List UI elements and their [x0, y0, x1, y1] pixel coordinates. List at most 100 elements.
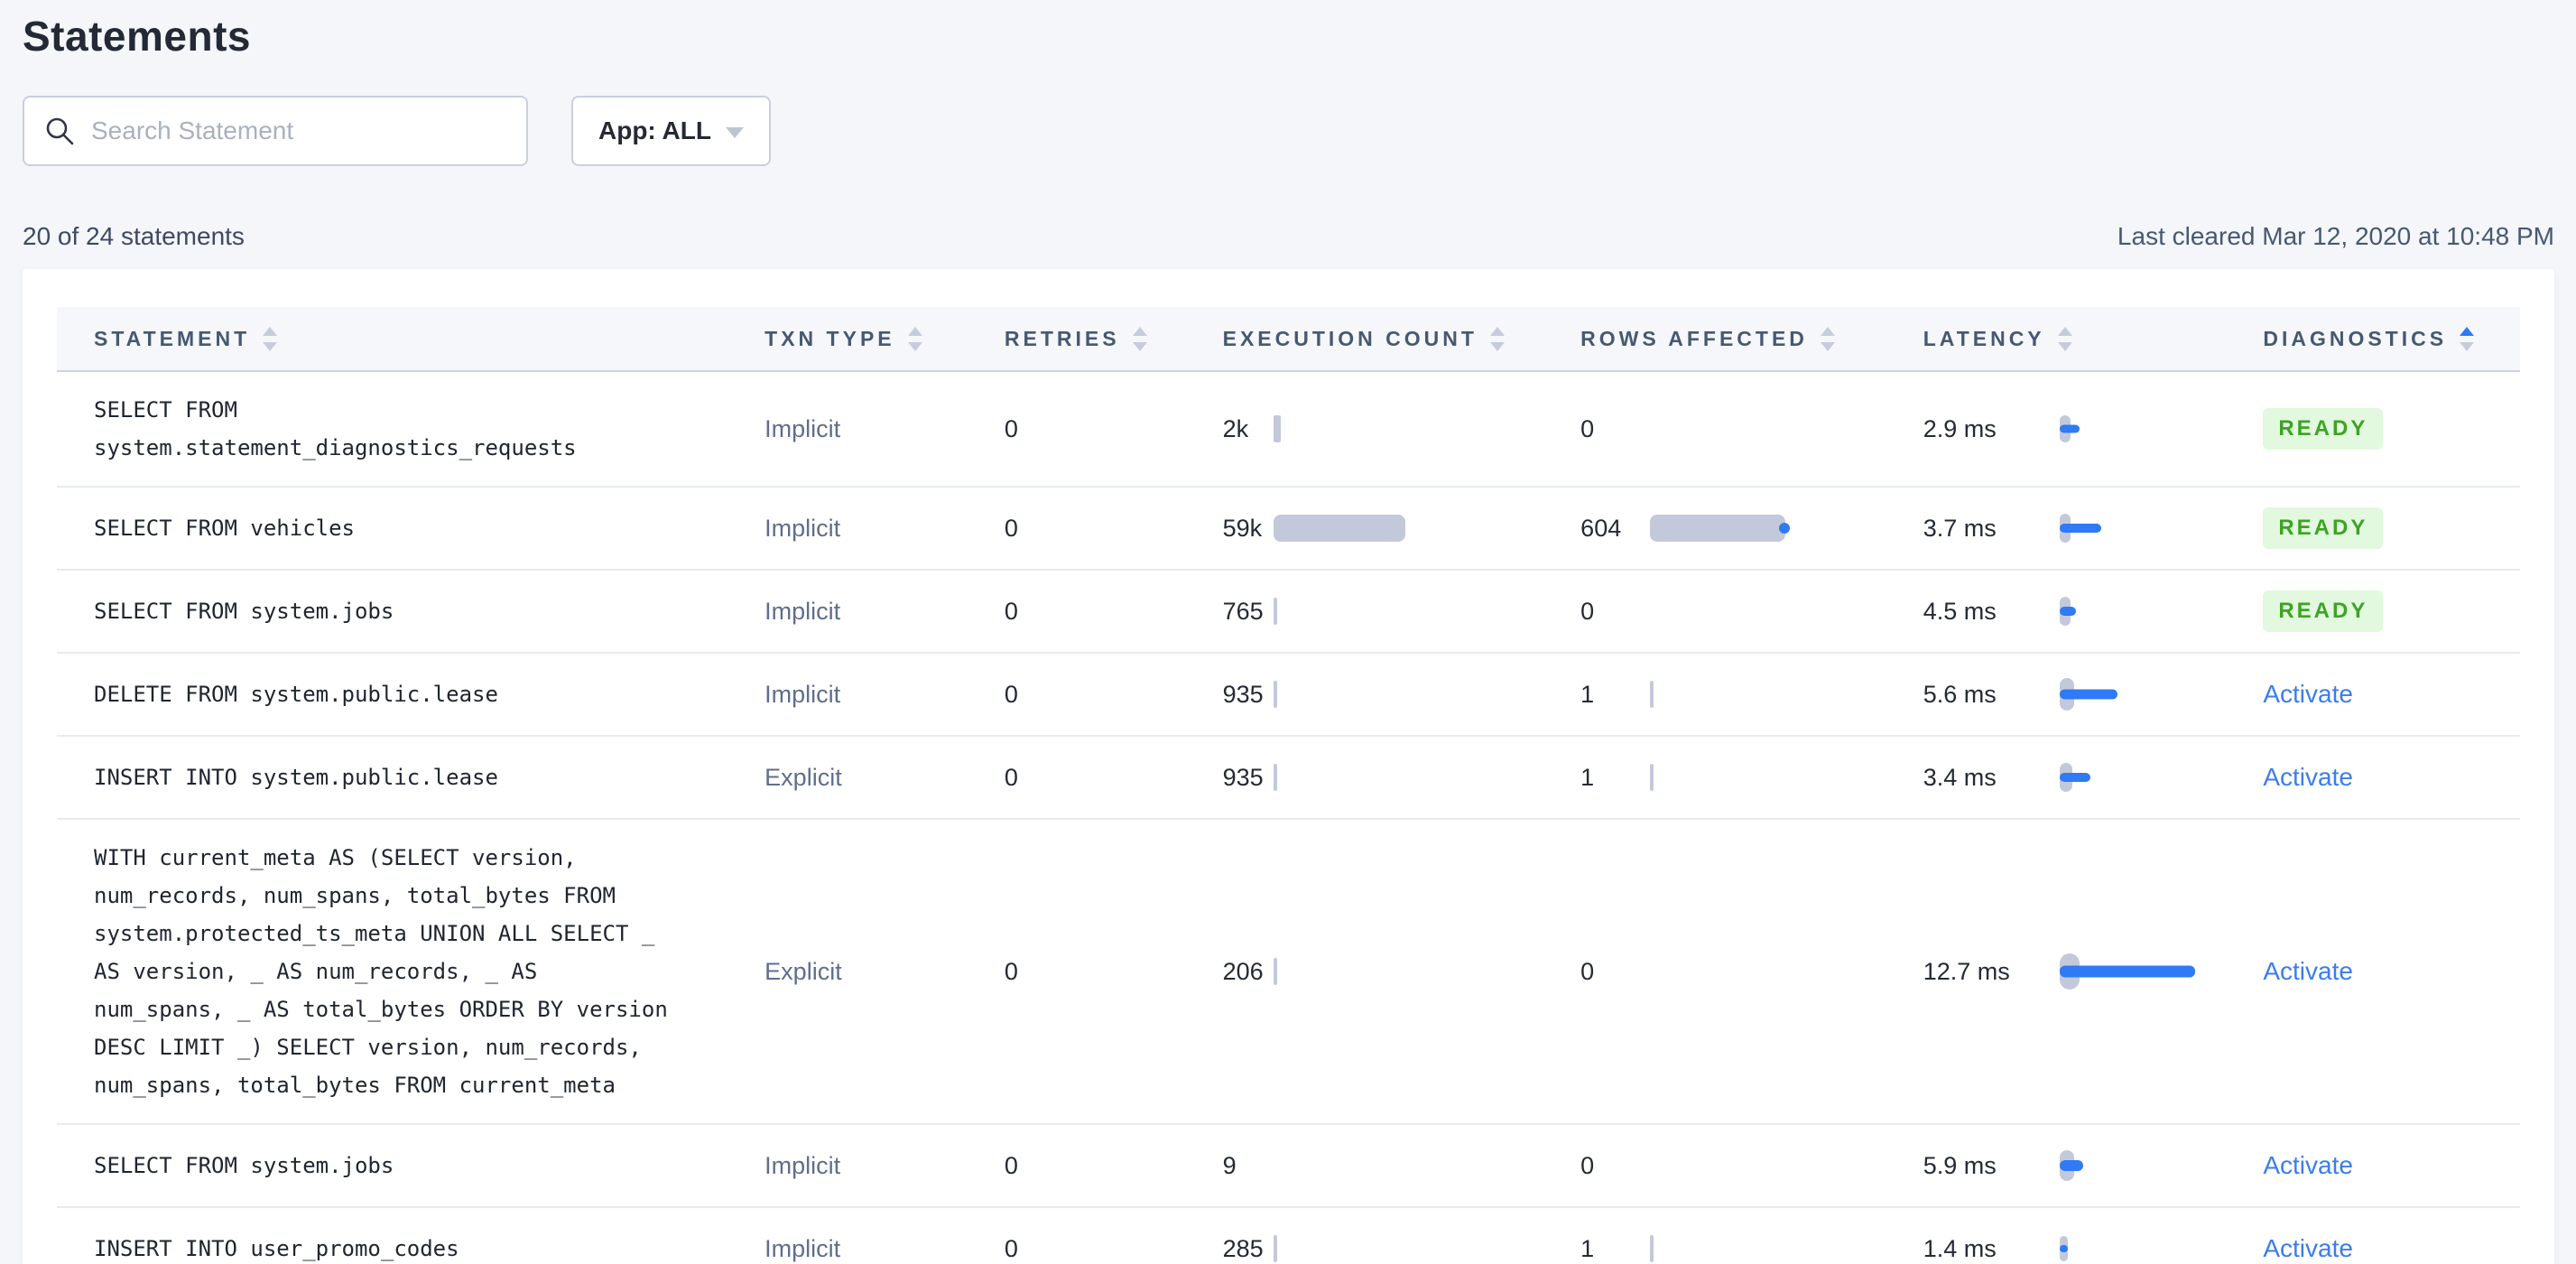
latency-value: 1.4 ms: [1923, 1234, 1997, 1262]
page-title: Statements: [23, 13, 251, 60]
diagnostics-activate-link[interactable]: Activate: [2263, 680, 2353, 708]
column-header-rows-affected[interactable]: ROWS AFFECTED: [1580, 326, 1923, 351]
sort-arrows: [263, 326, 278, 351]
latency-cell: 4.5 ms: [1923, 590, 2264, 633]
toolbar: App: ALL: [23, 96, 2554, 166]
sort-arrows: [1132, 326, 1147, 351]
statements-table-header: STATEMENT TXN TYPE RETRIES EXECUTION COU…: [57, 307, 2520, 372]
latency-value: 2.9 ms: [1923, 414, 1997, 442]
rows-affected-cell: 0: [1580, 415, 1923, 443]
latency-graph: [2059, 590, 2222, 633]
latency-cell: 1.4 ms: [1923, 1227, 2264, 1264]
diagnostics-ready-badge[interactable]: READY: [2263, 590, 2384, 632]
statement-cell: SELECT FROM system.jobs: [57, 592, 764, 630]
execution-count-value: 59k: [1222, 514, 1263, 542]
retries-cell: 0: [1005, 1152, 1223, 1180]
txn-type-value: Implicit: [764, 597, 841, 625]
execution-count-bar: [1273, 515, 1405, 542]
table-row: DELETE FROM system.public.lease Implicit…: [57, 654, 2520, 737]
txn-type-value: Implicit: [764, 414, 841, 442]
diagnostics-activate-link[interactable]: Activate: [2263, 1234, 2353, 1262]
execution-count-bar: [1273, 415, 1281, 442]
execution-count-cell: 59k: [1223, 515, 1581, 543]
rows-affected-value: 1: [1580, 1234, 1595, 1262]
sort-desc-icon: [907, 341, 922, 351]
diagnostics-cell: READY: [2263, 590, 2520, 632]
rows-affected-value: 1: [1580, 680, 1595, 708]
statement-cell: INSERT INTO system.public.lease: [57, 758, 764, 796]
diagnostics-activate-link[interactable]: Activate: [2263, 763, 2353, 791]
statement-cell: INSERT INTO user_promo_codes: [57, 1230, 764, 1264]
statement-link[interactable]: SELECT FROM system.statement_diagnostics…: [94, 397, 577, 460]
sort-desc-icon: [2460, 341, 2475, 351]
rows-affected-cell: 1: [1580, 681, 1923, 709]
sort-asc-icon: [907, 326, 922, 336]
execution-count-value: 9: [1222, 1151, 1237, 1179]
sort-desc-icon: [1132, 341, 1147, 351]
sort-desc-icon: [2057, 341, 2072, 351]
txn-type-value: Implicit: [764, 514, 841, 542]
txn-type-cell: Implicit: [764, 1235, 1005, 1263]
latency-mean-bar: [2059, 524, 2101, 533]
txn-type-cell: Implicit: [764, 598, 1005, 626]
column-header-retries[interactable]: RETRIES: [1005, 326, 1223, 351]
search-input[interactable]: [91, 116, 506, 145]
diagnostics-ready-badge[interactable]: READY: [2263, 408, 2384, 450]
statement-link[interactable]: INSERT INTO system.public.lease: [94, 765, 498, 790]
latency-mean-bar: [2059, 1245, 2068, 1252]
last-cleared-text: Last cleared Mar 12, 2020 at 10:48 PM: [2117, 222, 2554, 250]
txn-type-value: Explicit: [764, 957, 842, 985]
rows-affected-cell: 0: [1580, 1152, 1923, 1180]
search-box[interactable]: [23, 96, 528, 166]
column-header-latency[interactable]: LATENCY: [1923, 326, 2264, 351]
statement-link[interactable]: DELETE FROM system.public.lease: [94, 682, 498, 707]
column-header-txn-type[interactable]: TXN TYPE: [764, 326, 1005, 351]
sort-asc-icon: [263, 326, 278, 336]
diagnostics-activate-link[interactable]: Activate: [2263, 957, 2353, 985]
statement-cell: WITH current_meta AS (SELECT version, nu…: [57, 839, 764, 1104]
rows-affected-bar: [1650, 515, 1791, 542]
execution-count-bar: [1273, 598, 1277, 625]
rows-affected-value: 0: [1580, 414, 1595, 442]
statement-cell: SELECT FROM system.statement_diagnostics…: [57, 391, 764, 467]
column-header-statement[interactable]: STATEMENT: [57, 326, 764, 351]
column-header-label: ROWS AFFECTED: [1580, 326, 1808, 350]
rows-affected-value: 0: [1580, 957, 1595, 985]
column-header-label: TXN TYPE: [764, 326, 895, 350]
sort-asc-icon: [1132, 326, 1147, 336]
txn-type-cell: Implicit: [764, 1152, 1005, 1180]
column-header-diagnostics[interactable]: DIAGNOSTICS: [2263, 326, 2520, 351]
app-filter-dropdown[interactable]: App: ALL: [571, 96, 771, 166]
app-filter-label: App: ALL: [598, 116, 711, 144]
statement-cell: SELECT FROM system.jobs: [57, 1147, 764, 1185]
diagnostics-cell: Activate: [2263, 1234, 2520, 1263]
sort-arrows: [2057, 326, 2072, 351]
txn-type-cell: Explicit: [764, 764, 1005, 792]
latency-value: 5.9 ms: [1923, 1151, 1997, 1179]
sort-asc-icon: [2057, 326, 2072, 336]
statement-link[interactable]: SELECT FROM vehicles: [94, 516, 355, 541]
latency-cell: 3.7 ms: [1923, 507, 2264, 550]
diagnostics-cell: READY: [2263, 408, 2520, 450]
search-icon: [46, 117, 74, 145]
execution-count-value: 285: [1222, 1234, 1264, 1262]
execution-count-value: 2k: [1222, 414, 1249, 442]
statement-link[interactable]: INSERT INTO user_promo_codes: [94, 1236, 459, 1261]
rows-affected-value: 604: [1580, 514, 1622, 542]
diagnostics-cell: Activate: [2263, 1151, 2520, 1180]
rows-affected-value: 1: [1580, 763, 1595, 791]
column-header-label: LATENCY: [1923, 326, 2045, 350]
statement-link[interactable]: SELECT FROM system.jobs: [94, 599, 394, 624]
latency-value: 12.7 ms: [1923, 957, 2010, 985]
statement-link[interactable]: SELECT FROM system.jobs: [94, 1153, 394, 1178]
statement-link[interactable]: WITH current_meta AS (SELECT version, nu…: [94, 845, 668, 1098]
execution-count-value: 935: [1222, 763, 1264, 791]
latency-value: 3.7 ms: [1923, 514, 1997, 542]
column-header-execution-count[interactable]: EXECUTION COUNT: [1223, 326, 1581, 351]
statement-cell: SELECT FROM vehicles: [57, 509, 764, 547]
diagnostics-activate-link[interactable]: Activate: [2263, 1151, 2353, 1179]
table-row: INSERT INTO system.public.lease Explicit…: [57, 737, 2520, 820]
diagnostics-ready-badge[interactable]: READY: [2263, 507, 2384, 549]
latency-mean-bar: [2059, 1160, 2083, 1171]
table-row: SELECT FROM system.jobs Implicit 0 765 0…: [57, 571, 2520, 654]
